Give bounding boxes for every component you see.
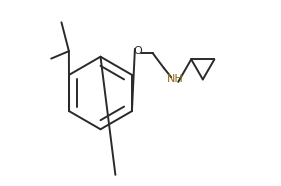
Text: O: O [133, 46, 142, 56]
Text: NH: NH [167, 74, 183, 84]
